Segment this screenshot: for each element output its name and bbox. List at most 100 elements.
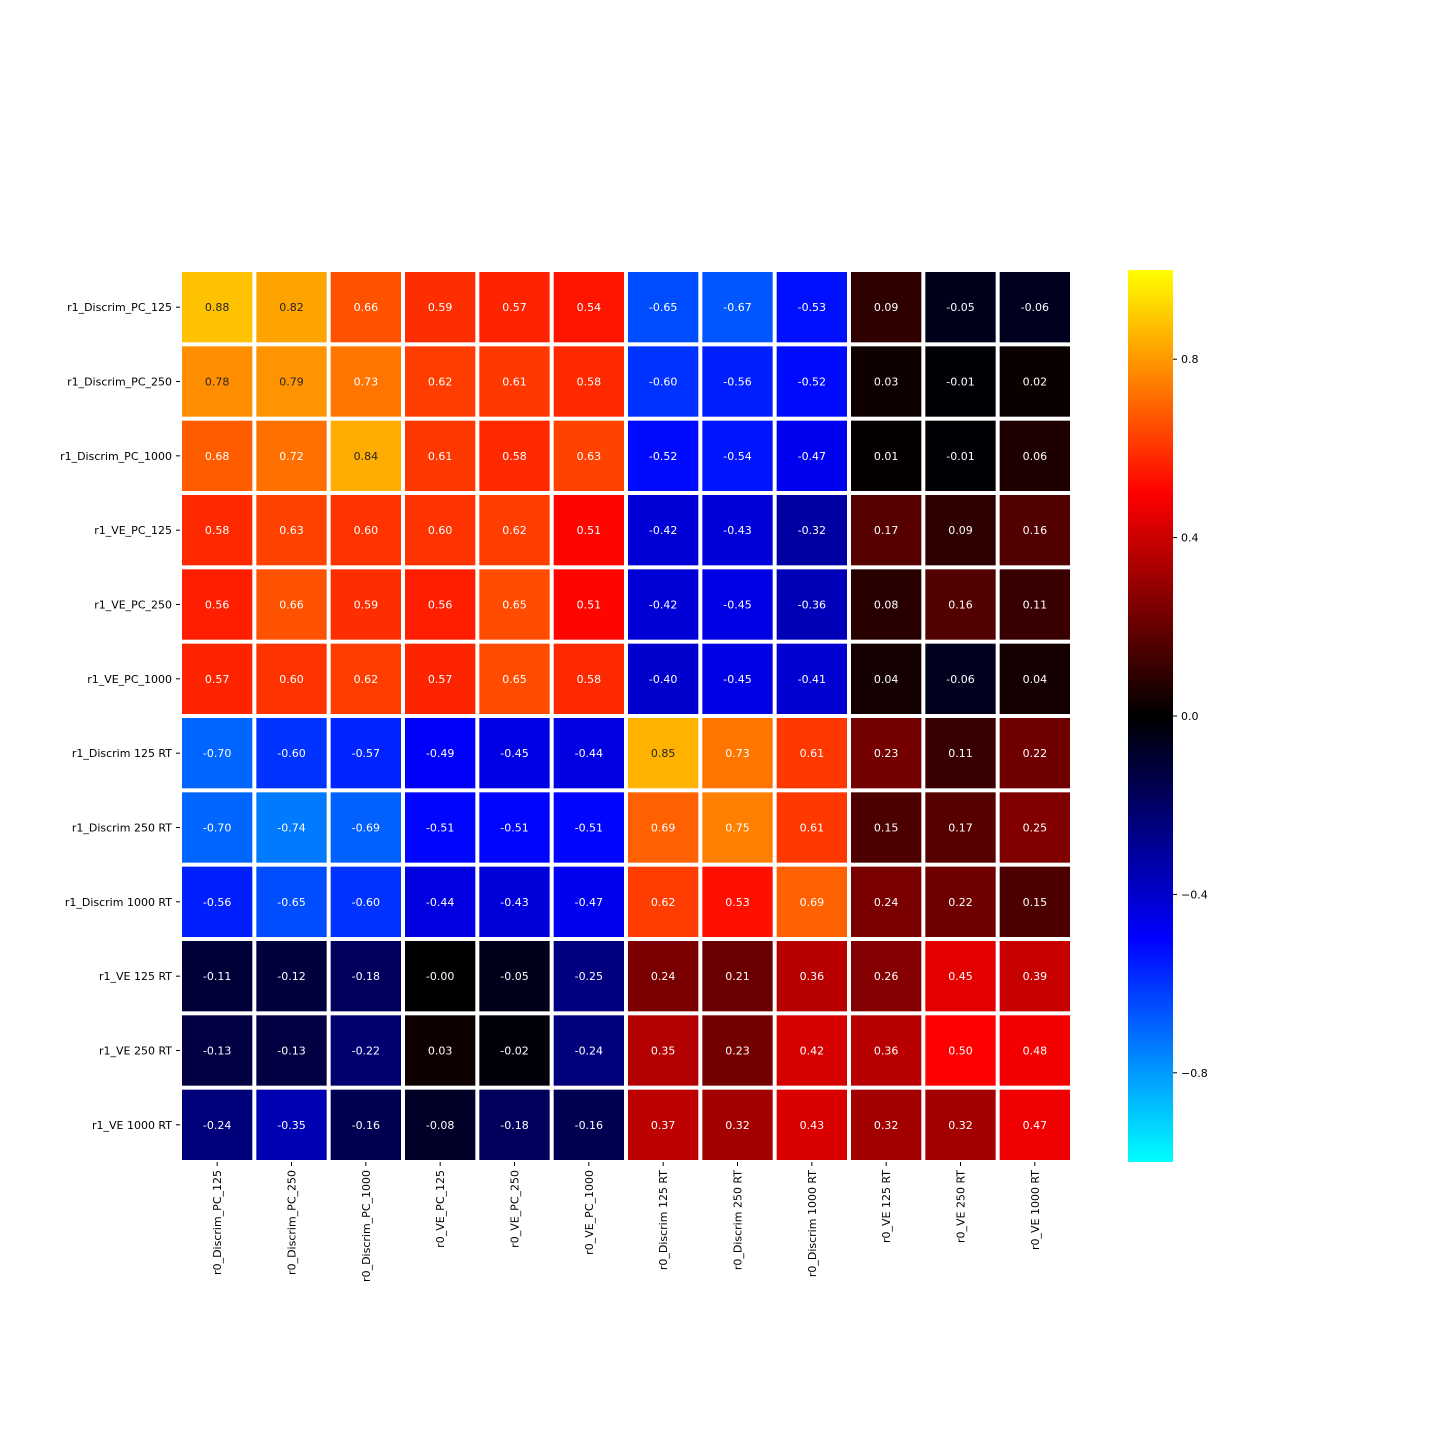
heatmap-cell-label: 0.39 xyxy=(1023,970,1048,983)
heatmap-cell xyxy=(256,420,327,491)
heatmap-cell xyxy=(702,1089,773,1160)
heatmap-cell-label: -0.53 xyxy=(798,301,826,314)
heatmap-cell-label: -0.54 xyxy=(723,450,751,463)
heatmap-cell xyxy=(925,272,996,343)
heatmap-cell xyxy=(182,272,253,343)
heatmap-cell xyxy=(182,792,253,863)
heatmap-cell xyxy=(628,569,699,640)
heatmap-cell-label: 0.63 xyxy=(279,524,304,537)
heatmap-cell xyxy=(999,272,1070,343)
y-tick-label: r1_Discrim 125 RT xyxy=(72,747,172,760)
heatmap-cell-label: -0.06 xyxy=(1021,301,1049,314)
heatmap-cell-label: 0.36 xyxy=(874,1045,899,1058)
heatmap-cell xyxy=(479,792,550,863)
heatmap-cell-label: 0.15 xyxy=(1023,896,1048,909)
heatmap-cell-label: -0.35 xyxy=(277,1119,305,1132)
heatmap-cell-label: 0.17 xyxy=(874,524,899,537)
heatmap-cell xyxy=(553,866,624,937)
heatmap-cell-label: 0.58 xyxy=(205,524,230,537)
heatmap-cell xyxy=(182,866,253,937)
heatmap-cell xyxy=(256,866,327,937)
heatmap-cell-label: 0.57 xyxy=(502,301,527,314)
heatmap-cell xyxy=(182,643,253,714)
heatmap-cell-label: 0.54 xyxy=(577,301,602,314)
heatmap-cell xyxy=(182,569,253,640)
heatmap-cell-label: -0.74 xyxy=(277,822,305,835)
heatmap-cell xyxy=(182,420,253,491)
heatmap-cell-label: -0.05 xyxy=(500,970,528,983)
heatmap-cell xyxy=(702,420,773,491)
heatmap-cell xyxy=(999,346,1070,417)
heatmap-cell-label: 0.42 xyxy=(800,1045,825,1058)
heatmap-cell-label: 0.08 xyxy=(874,599,899,612)
heatmap-cell-label: 0.45 xyxy=(948,970,973,983)
x-tick-label: r0_Discrim_PC_1000 xyxy=(360,1170,373,1282)
heatmap-cell-label: 0.51 xyxy=(577,524,602,537)
heatmap-cell-label: 0.58 xyxy=(577,673,602,686)
heatmap-cell xyxy=(851,272,922,343)
heatmap-cell xyxy=(999,495,1070,566)
heatmap-cell xyxy=(702,569,773,640)
colorbar-tick-label: −0.4 xyxy=(1181,888,1208,901)
heatmap-cell xyxy=(925,1089,996,1160)
heatmap-cell xyxy=(182,941,253,1012)
heatmap-cell-label: -0.16 xyxy=(575,1119,603,1132)
heatmap-cell-label: -0.47 xyxy=(798,450,826,463)
heatmap-cell-label: 0.68 xyxy=(205,450,230,463)
heatmap-cell xyxy=(925,1015,996,1086)
x-tick-label: r0_Discrim 125 RT xyxy=(657,1170,670,1270)
heatmap-cell-label: -0.13 xyxy=(277,1045,305,1058)
y-tick-label: r1_Discrim 1000 RT xyxy=(65,896,172,909)
heatmap-cell-label: 0.58 xyxy=(577,376,602,389)
heatmap-cell-label: 0.32 xyxy=(725,1119,750,1132)
heatmap-cell xyxy=(702,718,773,789)
heatmap-cell xyxy=(182,1089,253,1160)
x-tick-label: r0_VE_PC_125 xyxy=(434,1170,447,1248)
heatmap-cell xyxy=(405,272,476,343)
heatmap-cell-label: -0.32 xyxy=(798,524,826,537)
heatmap-cell-label: -0.70 xyxy=(203,822,231,835)
heatmap-cells: 0.88 0.82 0.66 0.59 0.57 0.54 -0.65 -0.67 -0.53 0… xyxy=(180,270,1072,1162)
heatmap-cell xyxy=(330,643,401,714)
colorbar-gradient xyxy=(1128,270,1173,1162)
heatmap-cell-label: -0.44 xyxy=(426,896,454,909)
heatmap-cell-label: -0.36 xyxy=(798,599,826,612)
heatmap-cell xyxy=(925,495,996,566)
heatmap-cell-label: 0.50 xyxy=(948,1045,973,1058)
heatmap-cell-label: 0.58 xyxy=(502,450,527,463)
heatmap-cell-label: 0.72 xyxy=(279,450,304,463)
heatmap-cell xyxy=(405,792,476,863)
heatmap-cell xyxy=(479,495,550,566)
heatmap-cell-label: -0.65 xyxy=(277,896,305,909)
heatmap-cell-label: 0.03 xyxy=(874,376,899,389)
heatmap-cell xyxy=(851,941,922,1012)
heatmap-cell xyxy=(479,941,550,1012)
heatmap-cell xyxy=(479,420,550,491)
heatmap-cell xyxy=(776,420,847,491)
heatmap-cell-label: 0.37 xyxy=(651,1119,676,1132)
heatmap-cell xyxy=(182,346,253,417)
heatmap-cell xyxy=(999,866,1070,937)
heatmap-cell xyxy=(776,495,847,566)
heatmap-cell-label: 0.57 xyxy=(205,673,230,686)
heatmap-cell-label: 0.25 xyxy=(1023,822,1048,835)
heatmap-cell-label: -0.70 xyxy=(203,747,231,760)
heatmap-cell-label: -0.13 xyxy=(203,1045,231,1058)
heatmap-cell xyxy=(553,1015,624,1086)
heatmap-cell-label: 0.65 xyxy=(502,673,527,686)
x-tick-labels: r0_Discrim_PC_125 r0_Discrim_PC_250 r0_Dis… xyxy=(211,1162,1042,1282)
x-tick-label: r0_Discrim 1000 RT xyxy=(806,1170,819,1277)
heatmap-cell xyxy=(256,569,327,640)
heatmap-cell-label: 0.61 xyxy=(800,747,825,760)
heatmap-cell xyxy=(925,420,996,491)
heatmap-cell-label: 0.59 xyxy=(428,301,453,314)
heatmap-cell-label: 0.60 xyxy=(428,524,453,537)
heatmap-cell-label: -0.56 xyxy=(723,376,751,389)
heatmap-cell xyxy=(776,1089,847,1160)
heatmap-cell xyxy=(776,941,847,1012)
heatmap-cell xyxy=(628,643,699,714)
heatmap-cell-label: -0.65 xyxy=(649,301,677,314)
heatmap-cell-label: 0.66 xyxy=(354,301,379,314)
heatmap-cell-label: 0.09 xyxy=(874,301,899,314)
heatmap-cell-label: -0.45 xyxy=(723,673,751,686)
